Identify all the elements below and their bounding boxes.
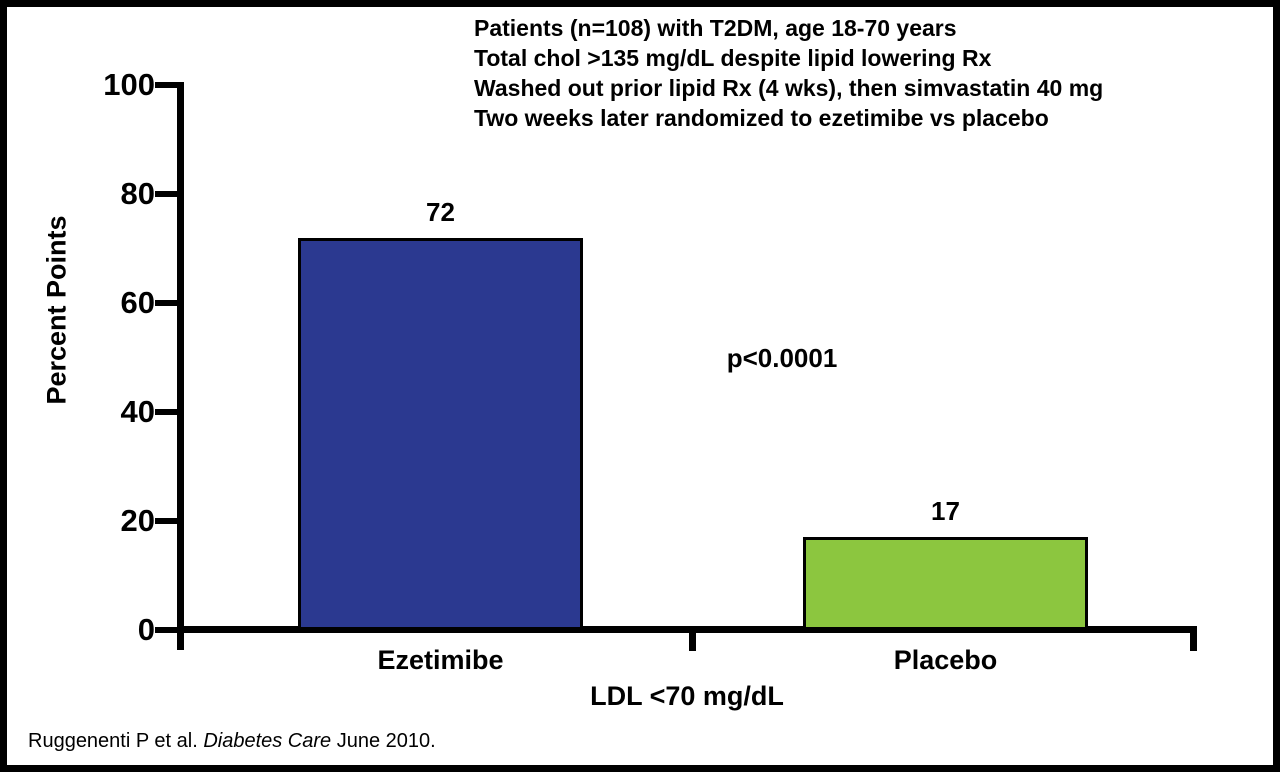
y-axis-title: Percent Points xyxy=(41,215,72,405)
y-tick-label-100: 100 xyxy=(103,67,155,102)
bar-placebo xyxy=(803,537,1088,630)
x-axis-title: LDL <70 mg/dL xyxy=(590,681,784,711)
bar-value-placebo: 17 xyxy=(931,496,960,527)
y-tick-60 xyxy=(155,300,179,306)
citation: Ruggenenti P et al. Diabetes Care June 2… xyxy=(28,730,436,753)
study-description-line-4: Two weeks later randomized to ezetimibe … xyxy=(474,105,1049,131)
p-value-annotation: p<0.0001 xyxy=(726,343,838,373)
citation-journal: Diabetes Care xyxy=(203,730,332,752)
y-tick-40 xyxy=(155,409,179,415)
y-tick-label-20: 20 xyxy=(120,503,155,538)
category-label-ezetimibe: Ezetimibe xyxy=(377,645,504,675)
category-label-placebo: Placebo xyxy=(893,645,998,675)
study-description: Patients (n=108) with T2DM, age 18-70 ye… xyxy=(474,13,1103,133)
y-tick-0 xyxy=(155,627,179,633)
study-description-line-1: Patients (n=108) with T2DM, age 18-70 ye… xyxy=(474,15,957,41)
y-tick-20 xyxy=(155,518,179,524)
y-tick-label-60: 60 xyxy=(120,285,155,320)
x-axis-line xyxy=(177,626,1197,633)
x-tick-middle xyxy=(689,630,696,651)
study-description-line-3: Washed out prior lipid Rx (4 wks), then … xyxy=(474,75,1104,101)
citation-authors: Ruggenenti P et al. xyxy=(28,730,204,752)
x-tick-right xyxy=(1190,630,1197,651)
study-description-line-2: Total chol >135 mg/dL despite lipid lowe… xyxy=(474,45,992,71)
bar-value-ezetimibe: 72 xyxy=(426,196,455,227)
y-tick-label-0: 0 xyxy=(137,612,155,647)
y-tick-label-80: 80 xyxy=(120,176,155,211)
y-axis-line xyxy=(177,82,184,650)
y-tick-100 xyxy=(155,82,179,88)
y-tick-label-40: 40 xyxy=(120,394,155,429)
bar-ezetimibe xyxy=(298,237,583,630)
citation-date: June 2010. xyxy=(331,730,436,752)
y-tick-80 xyxy=(155,191,179,197)
